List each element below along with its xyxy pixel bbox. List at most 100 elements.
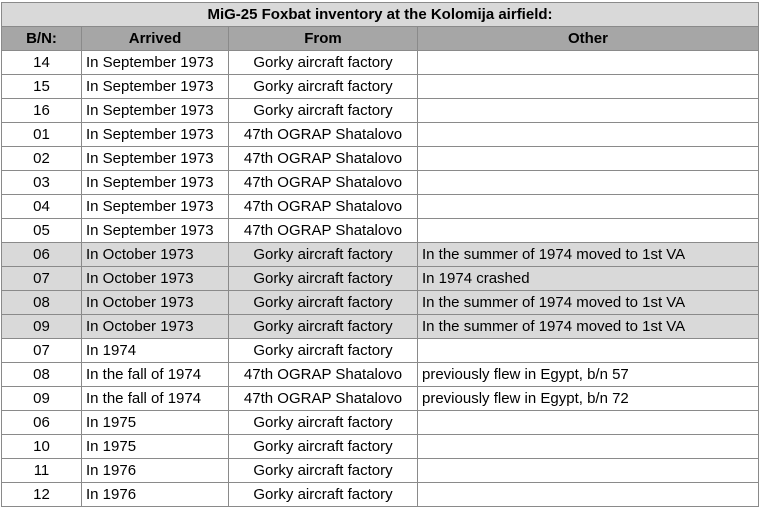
cell-from: Gorky aircraft factory [228, 314, 418, 339]
table-row: 04 In September 1973 47th OGRAP Shatalovo [1, 194, 759, 219]
cell-arrived: In September 1973 [81, 122, 229, 147]
cell-from: 47th OGRAP Shatalovo [228, 194, 418, 219]
cell-arrived: In 1976 [81, 458, 229, 483]
cell-from: 47th OGRAP Shatalovo [228, 386, 418, 411]
cell-arrived: In 1975 [81, 434, 229, 459]
cell-other [417, 98, 759, 123]
cell-other: In the summer of 1974 moved to 1st VA [417, 242, 759, 267]
table-row: 05 In September 1973 47th OGRAP Shatalovo [1, 218, 759, 243]
cell-other [417, 146, 759, 171]
cell-from: Gorky aircraft factory [228, 458, 418, 483]
cell-bn: 05 [1, 218, 82, 243]
table-row: 06 In October 1973 Gorky aircraft factory I… [1, 242, 759, 267]
cell-arrived: In September 1973 [81, 194, 229, 219]
table-row: 07 In October 1973 Gorky aircraft factory I… [1, 266, 759, 291]
cell-bn: 06 [1, 242, 82, 267]
column-header-bn: B/N: [1, 26, 82, 51]
cell-bn: 06 [1, 410, 82, 435]
table-row: 07 In 1974 Gorky aircraft factory [1, 338, 759, 363]
cell-other [417, 74, 759, 99]
table-row: 03 In September 1973 47th OGRAP Shatalovo [1, 170, 759, 195]
cell-arrived: In September 1973 [81, 218, 229, 243]
table-row: 16 In September 1973 Gorky aircraft factor… [1, 98, 759, 123]
cell-arrived: In 1974 [81, 338, 229, 363]
cell-other [417, 458, 759, 483]
cell-bn: 10 [1, 434, 82, 459]
cell-arrived: In October 1973 [81, 314, 229, 339]
cell-arrived: In September 1973 [81, 98, 229, 123]
cell-from: Gorky aircraft factory [228, 482, 418, 507]
cell-other [417, 50, 759, 75]
cell-other: In the summer of 1974 moved to 1st VA [417, 290, 759, 315]
cell-arrived: In October 1973 [81, 266, 229, 291]
cell-arrived: In the fall of 1974 [81, 386, 229, 411]
table-row: 09 In the fall of 1974 47th OGRAP Shatalov… [1, 386, 759, 411]
column-header-other: Other [417, 26, 759, 51]
cell-from: 47th OGRAP Shatalovo [228, 170, 418, 195]
cell-arrived: In October 1973 [81, 242, 229, 267]
cell-bn: 09 [1, 386, 82, 411]
column-header-from: From [228, 26, 418, 51]
cell-from: Gorky aircraft factory [228, 242, 418, 267]
table-header-row: B/N: Arrived From Other [1, 26, 759, 51]
cell-bn: 04 [1, 194, 82, 219]
table-row: 06 In 1975 Gorky aircraft factory [1, 410, 759, 435]
table-row: 09 In October 1973 Gorky aircraft factory I… [1, 314, 759, 339]
table-row: 12 In 1976 Gorky aircraft factory [1, 482, 759, 507]
table-row: 10 In 1975 Gorky aircraft factory [1, 434, 759, 459]
cell-bn: 15 [1, 74, 82, 99]
cell-bn: 09 [1, 314, 82, 339]
cell-bn: 02 [1, 146, 82, 171]
cell-other [417, 122, 759, 147]
table-row: 11 In 1976 Gorky aircraft factory [1, 458, 759, 483]
cell-arrived: In October 1973 [81, 290, 229, 315]
cell-from: 47th OGRAP Shatalovo [228, 218, 418, 243]
cell-from: Gorky aircraft factory [228, 410, 418, 435]
table-row: 08 In the fall of 1974 47th OGRAP Shatalov… [1, 362, 759, 387]
cell-bn: 14 [1, 50, 82, 75]
cell-other [417, 410, 759, 435]
cell-bn: 07 [1, 338, 82, 363]
cell-from: 47th OGRAP Shatalovo [228, 146, 418, 171]
cell-from: Gorky aircraft factory [228, 98, 418, 123]
table-title: MiG-25 Foxbat inventory at the Kolomija … [1, 2, 759, 27]
cell-from: Gorky aircraft factory [228, 338, 418, 363]
cell-other [417, 434, 759, 459]
cell-other: In 1974 crashed [417, 266, 759, 291]
table-row: 08 In October 1973 Gorky aircraft factory I… [1, 290, 759, 315]
cell-arrived: In September 1973 [81, 74, 229, 99]
cell-bn: 16 [1, 98, 82, 123]
column-header-arrived: Arrived [81, 26, 229, 51]
cell-from: Gorky aircraft factory [228, 434, 418, 459]
table-row: 02 In September 1973 47th OGRAP Shatalovo [1, 146, 759, 171]
cell-from: 47th OGRAP Shatalovo [228, 122, 418, 147]
cell-bn: 03 [1, 170, 82, 195]
cell-arrived: In the fall of 1974 [81, 362, 229, 387]
cell-arrived: In September 1973 [81, 170, 229, 195]
cell-bn: 08 [1, 290, 82, 315]
cell-from: 47th OGRAP Shatalovo [228, 362, 418, 387]
cell-bn: 12 [1, 482, 82, 507]
cell-other: previously flew in Egypt, b/n 57 [417, 362, 759, 387]
cell-from: Gorky aircraft factory [228, 290, 418, 315]
cell-arrived: In September 1973 [81, 50, 229, 75]
cell-other [417, 338, 759, 363]
cell-bn: 11 [1, 458, 82, 483]
cell-bn: 01 [1, 122, 82, 147]
cell-other: previously flew in Egypt, b/n 72 [417, 386, 759, 411]
cell-bn: 08 [1, 362, 82, 387]
cell-other [417, 194, 759, 219]
cell-from: Gorky aircraft factory [228, 74, 418, 99]
cell-from: Gorky aircraft factory [228, 50, 418, 75]
cell-arrived: In September 1973 [81, 146, 229, 171]
cell-bn: 07 [1, 266, 82, 291]
table-title-row: MiG-25 Foxbat inventory at the Kolomija … [1, 2, 759, 27]
cell-other: In the summer of 1974 moved to 1st VA [417, 314, 759, 339]
table-row: 01 In September 1973 47th OGRAP Shatalovo [1, 122, 759, 147]
cell-other [417, 482, 759, 507]
table-row: 15 In September 1973 Gorky aircraft factor… [1, 74, 759, 99]
cell-arrived: In 1975 [81, 410, 229, 435]
cell-other [417, 218, 759, 243]
cell-other [417, 170, 759, 195]
